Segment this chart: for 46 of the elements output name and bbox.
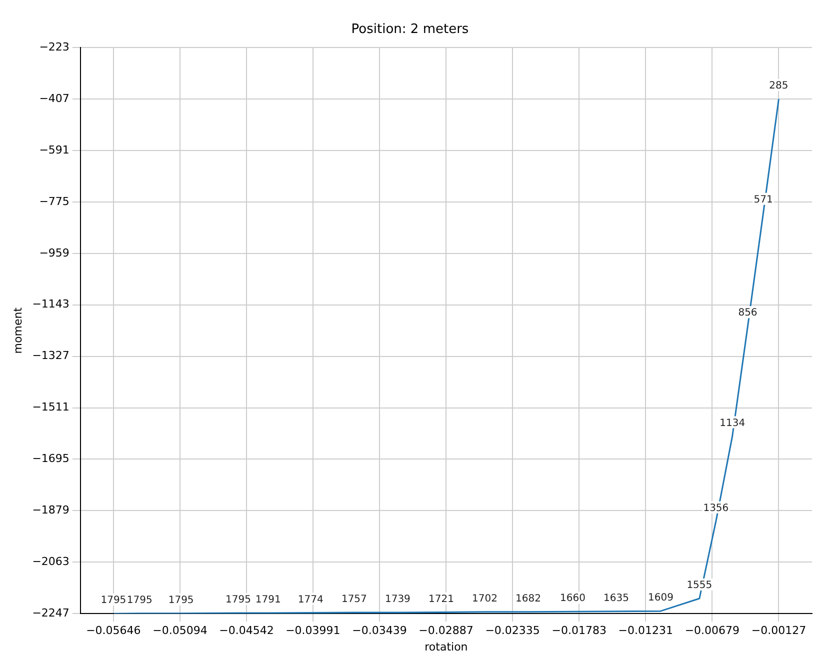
x-tick-label: −0.02335 — [485, 624, 540, 638]
y-tick-label: −775 — [39, 194, 70, 208]
y-tick-label: −1695 — [32, 452, 70, 466]
annotation: 1791 — [255, 594, 281, 606]
annotation: 1702 — [472, 594, 498, 605]
y-axis-title: moment — [11, 306, 24, 354]
annotation: 1682 — [516, 594, 541, 605]
annotation: 856 — [738, 308, 758, 319]
y-tick-label: −591 — [39, 143, 70, 156]
chart-title: Position: 2 meters — [351, 22, 469, 38]
annotation: 1795 — [225, 594, 251, 606]
x-tick-label: −0.04542 — [219, 624, 274, 638]
y-tick-label: −407 — [39, 92, 70, 105]
annotation: 1134 — [720, 418, 746, 429]
annotation: 1660 — [560, 593, 586, 604]
annotation: 1795 — [126, 594, 152, 606]
y-tick-label: −959 — [39, 246, 70, 260]
y-tick-label: −1879 — [32, 504, 70, 517]
x-axis-title: rotation — [424, 640, 468, 654]
x-tick-label: −0.00679 — [684, 624, 740, 638]
y-tick-label: −2247 — [32, 606, 70, 620]
y-tick-label: −223 — [39, 40, 70, 54]
y-tick-label: −2063 — [32, 555, 70, 568]
annotation: 1555 — [686, 580, 712, 592]
x-tick-label: −0.05094 — [152, 624, 208, 638]
annotation: 285 — [769, 80, 788, 92]
y-tick-label: −1327 — [32, 349, 70, 362]
annotation: 1609 — [648, 592, 674, 604]
x-tick-label: −0.02887 — [418, 624, 474, 638]
annotation: 1795 — [100, 595, 126, 606]
y-tick-label: −1143 — [32, 298, 70, 311]
x-tick-label: −0.03991 — [286, 624, 340, 638]
x-tick-label: −0.00127 — [751, 624, 806, 638]
y-tick-label: −1511 — [32, 400, 70, 414]
x-tick-label: −0.01231 — [618, 624, 674, 638]
annotation: 571 — [754, 194, 773, 206]
annotation: 1795 — [168, 594, 194, 606]
annotation: 1356 — [703, 502, 729, 514]
annotation: 1721 — [428, 594, 454, 605]
x-tick-label: −0.03439 — [352, 624, 407, 638]
annotation: 1739 — [384, 594, 410, 606]
x-tick-label: −0.05646 — [86, 624, 141, 638]
x-tick-label: −0.01783 — [552, 624, 606, 638]
annotation: 1635 — [604, 592, 629, 604]
annotation: 1774 — [298, 594, 324, 606]
annotation: 1757 — [341, 594, 367, 606]
